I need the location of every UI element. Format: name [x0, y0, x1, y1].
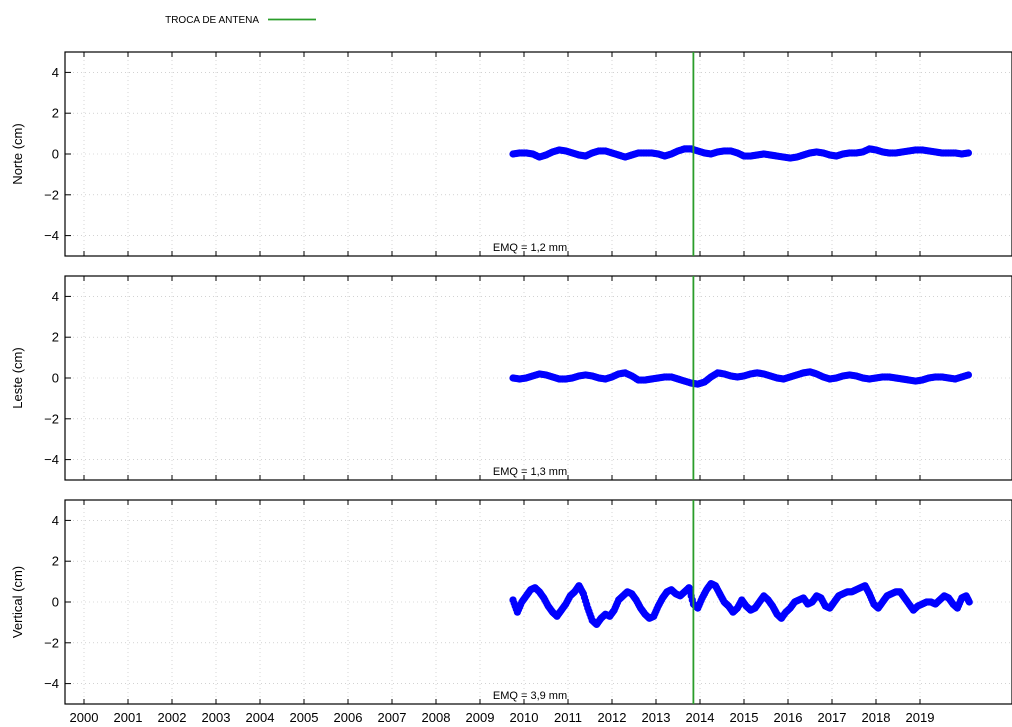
y-tick-label: 2 — [52, 554, 59, 569]
y-tick-label: −2 — [44, 187, 59, 202]
y-tick-label: −4 — [44, 452, 59, 467]
x-tick-label: 2002 — [158, 710, 187, 725]
series-points — [509, 145, 973, 162]
series-points — [509, 580, 973, 629]
panel-frame — [64, 275, 1012, 481]
y-tick-label: 0 — [52, 147, 59, 162]
y-axis-title: Vertical (cm) — [10, 566, 25, 638]
rms-label: EMQ = 1,3 mm — [493, 466, 567, 478]
y-tick-label: −4 — [44, 676, 59, 691]
rms-label: EMQ = 1,2 mm — [493, 242, 567, 254]
data-point — [964, 371, 973, 379]
x-tick-label: 2000 — [70, 710, 99, 725]
y-axis-title: Norte (cm) — [10, 123, 25, 184]
x-tick-label: 2016 — [774, 710, 803, 725]
x-tick-label: 2001 — [114, 710, 143, 725]
panel-3: 4 2 0 −2 −4 Vertical (cm) EMQ = 3,9 mm — [10, 499, 1012, 705]
y-tick-label: 4 — [52, 65, 59, 80]
panel-2: 4 2 0 −2 −4 Leste (cm) EMQ = 1,3 mm — [10, 275, 1012, 481]
y-tick-label: −4 — [44, 228, 59, 243]
x-tick-label: 2015 — [730, 710, 759, 725]
x-tick-label: 2005 — [290, 710, 319, 725]
x-tick-label: 2004 — [246, 710, 275, 725]
y-tick-label: 4 — [52, 289, 59, 304]
legend-label: TROCA DE ANTENA — [165, 15, 259, 26]
y-tick-label: 0 — [52, 595, 59, 610]
panel-frame — [64, 51, 1012, 257]
y-axis-title: Leste (cm) — [10, 347, 25, 408]
legend: TROCA DE ANTENA — [165, 15, 316, 26]
x-tick-label: 2007 — [378, 710, 407, 725]
y-tick-label: 4 — [52, 513, 59, 528]
y-tick-label: −2 — [44, 411, 59, 426]
x-tick-label: 2009 — [466, 710, 495, 725]
x-tick-label: 2018 — [862, 710, 891, 725]
x-tick-label: 2012 — [598, 710, 627, 725]
x-tick-label: 2006 — [334, 710, 363, 725]
x-tick-label: 2019 — [906, 710, 935, 725]
panel-1: 4 2 0 −2 −4 Norte (cm) EMQ = 1,2 mm — [10, 51, 1012, 257]
y-tick-label: −2 — [44, 635, 59, 650]
rms-label: EMQ = 3,9 mm — [493, 690, 567, 702]
x-tick-label: 2008 — [422, 710, 451, 725]
data-point — [964, 149, 973, 157]
series-points — [509, 368, 973, 388]
panel-frame — [64, 499, 1012, 705]
y-tick-label: 2 — [52, 330, 59, 345]
x-tick-label: 2014 — [686, 710, 715, 725]
x-tick-label: 2013 — [642, 710, 671, 725]
x-tick-label: 2003 — [202, 710, 231, 725]
x-tick-label: 2011 — [554, 710, 582, 725]
x-tick-label: 2017 — [818, 710, 847, 725]
y-tick-label: 0 — [52, 371, 59, 386]
y-tick-label: 2 — [52, 106, 59, 121]
x-tick-label: 2010 — [510, 710, 539, 725]
data-point — [965, 598, 973, 606]
